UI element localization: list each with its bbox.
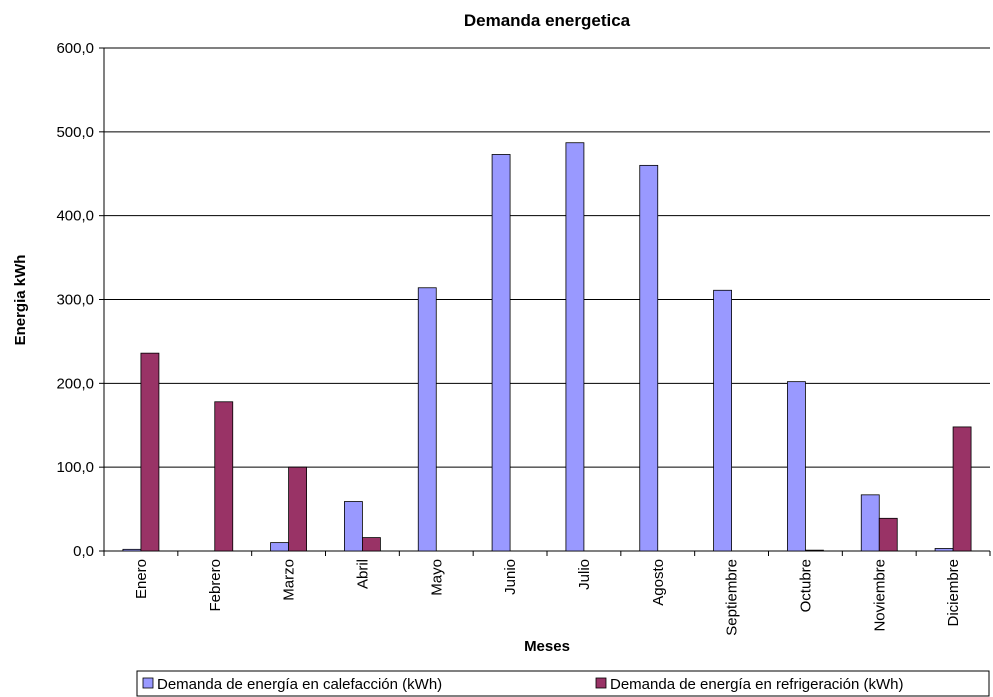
bar — [344, 501, 363, 552]
bar — [362, 537, 381, 552]
x-tick-label: Julio — [576, 559, 593, 590]
x-tick-label: Febrero — [207, 559, 224, 612]
legend-label: Demanda de energía en calefacción (kWh) — [157, 676, 442, 693]
bar — [860, 494, 880, 552]
bar — [713, 289, 732, 552]
x-tick-label: Junio — [502, 559, 519, 595]
bar — [288, 466, 307, 552]
x-tick-label: Mayo — [428, 559, 445, 596]
legend-box — [136, 670, 990, 697]
bar — [417, 287, 437, 552]
x-tick-label: Diciembre — [945, 559, 962, 627]
chart-title: Demanda energetica — [464, 11, 631, 30]
x-tick-label: Noviembre — [871, 559, 888, 632]
y-tick-label: 400,0 — [56, 208, 94, 225]
legend-label: Demanda de energía en refrigeración (kWh… — [610, 676, 903, 693]
y-tick-label: 600,0 — [56, 40, 94, 57]
bar — [934, 548, 954, 552]
x-tick-label: Octubre — [797, 559, 814, 612]
x-tick-label: Agosto — [650, 559, 667, 606]
y-tick-label: 100,0 — [56, 459, 94, 476]
x-tick-label: Abril — [354, 559, 371, 589]
x-tick-label: Marzo — [281, 559, 298, 601]
bar — [122, 548, 142, 552]
y-tick-label: 300,0 — [56, 292, 94, 309]
bar — [270, 542, 289, 552]
x-axis-title: Meses — [524, 638, 570, 655]
bar — [565, 142, 585, 552]
bar — [787, 381, 806, 552]
bar — [878, 517, 898, 552]
x-tick-label: Enero — [133, 559, 150, 599]
y-tick-label: 200,0 — [56, 375, 94, 392]
bar — [805, 549, 824, 552]
bar — [140, 352, 160, 552]
bar — [214, 401, 234, 552]
y-tick-label: 500,0 — [56, 124, 94, 141]
y-tick-label: 0,0 — [73, 543, 94, 560]
bar — [952, 426, 972, 552]
legend-swatch — [142, 677, 154, 689]
bar — [491, 154, 511, 552]
x-tick-label: Septiembre — [724, 559, 741, 636]
y-axis-title: Energia kWh — [12, 255, 29, 346]
legend-swatch — [595, 677, 607, 689]
bar — [639, 164, 659, 552]
